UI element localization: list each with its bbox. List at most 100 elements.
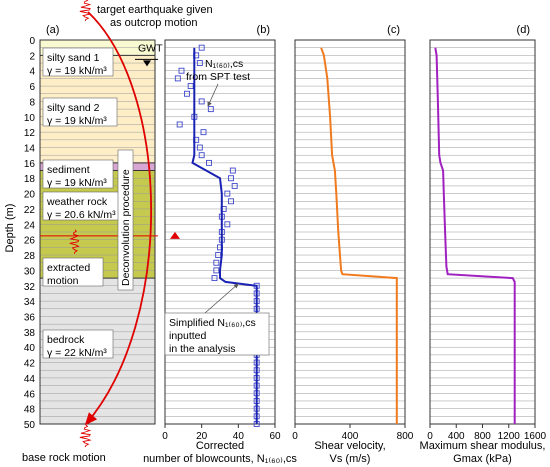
x-axis-label-line2: number of blowcounts, N₁₍₆₀₎,cs <box>143 453 297 465</box>
x-tick-label: 800 <box>397 431 414 442</box>
depth-tick-label: 28 <box>24 251 36 262</box>
depth-tick-label: 4 <box>29 67 35 78</box>
silty-sand-2-label-text: silty sand 2 <box>47 102 100 114</box>
x-axis-label-line2: Vs (m/s) <box>330 453 371 465</box>
depth-tick-label: 16 <box>24 159 36 170</box>
panel-a-label: (a) <box>46 24 59 36</box>
x-axis-label-line1: Maximum shear modulus, <box>420 440 546 452</box>
spt-label-pointer <box>207 83 219 107</box>
depth-tick-label: 36 <box>24 312 36 323</box>
spt-marker <box>224 190 231 197</box>
silty-sand-2-label-text: γ = 19 kN/m³ <box>47 115 107 127</box>
target-motion-seismogram <box>79 0 92 22</box>
spt-marker <box>211 275 218 282</box>
spt-marker <box>196 60 203 66</box>
spt-marker <box>198 152 205 159</box>
bedrock-label-text: γ = 22 kN/m³ <box>47 347 107 359</box>
extracted-motion-label-box <box>42 257 104 287</box>
simplified-label-line2: inputted <box>169 330 207 342</box>
base-motion-seismogram <box>79 424 92 448</box>
silty-sand-1-label-text: silty sand 1 <box>47 52 100 64</box>
extraction-marker <box>170 231 180 239</box>
x-tick-label: 800 <box>474 431 491 442</box>
x-tick-label: 0 <box>292 431 298 442</box>
depth-tick-label: 44 <box>24 374 36 385</box>
x-tick-label: 20 <box>196 431 208 442</box>
spt-marker <box>215 252 222 258</box>
x-tick-label: 40 <box>233 431 245 442</box>
simplified-label-line1: Simplified N₁₍₆₀₎,cs <box>169 317 256 329</box>
spt-marker <box>224 221 231 228</box>
x-axis-label-line1: Shear velocity, <box>314 440 385 452</box>
silty-sand-2-label-box <box>42 97 118 127</box>
spt-marker <box>228 175 234 182</box>
outcrop-motion-text: as outcrop motion <box>110 17 197 29</box>
depth-tick-label: 18 <box>24 174 36 185</box>
silty-sand-1-label-text: γ = 19 kN/m³ <box>47 65 107 77</box>
sediment-label-box <box>42 159 114 189</box>
x-axis-label-line1: Corrected <box>196 440 244 452</box>
spt-marker <box>198 44 205 51</box>
series-line <box>320 47 398 424</box>
deconvolution-text: Deconvolution procedure <box>120 169 132 286</box>
depth-tick-label: 42 <box>24 359 36 370</box>
panel-c-shear-velocity: 0 400 800 (c) Shear velocity,Vs (m/s) <box>292 24 414 465</box>
bedrock-label-box <box>42 329 114 359</box>
depth-tick-label: 46 <box>24 389 36 400</box>
x-tick-label: 1600 <box>524 431 547 442</box>
spt-marker <box>213 259 220 266</box>
spt-marker <box>198 98 205 105</box>
spt-label-line1: N₁₍₆₀₎,cs <box>205 58 243 70</box>
depth-tick-label: 22 <box>24 205 36 216</box>
depth-tick-label: 48 <box>24 405 36 416</box>
x-axis-label-line2: Gmax (kPa) <box>453 453 512 465</box>
extracted-motion-label-text: extracted <box>47 262 90 274</box>
x-tick-label: 400 <box>448 431 465 442</box>
gwt-label: GWT <box>138 42 163 54</box>
x-tick-label: 1200 <box>498 431 521 442</box>
depth-tick-label: 38 <box>24 328 36 339</box>
depth-axis-label: Depth (m) <box>4 204 16 253</box>
spt-marker <box>176 121 183 128</box>
sediment-label-text: sediment <box>47 164 90 176</box>
spt-marker <box>206 159 212 166</box>
depth-tick-label: 32 <box>24 282 36 293</box>
deconvolution-arrow <box>84 11 153 426</box>
spt-marker <box>213 267 220 274</box>
sediment-label-text: γ = 19 kN/m³ <box>47 177 107 189</box>
spt-marker <box>228 198 234 205</box>
series-line <box>191 47 258 424</box>
x-tick-label: 0 <box>162 431 168 442</box>
spt-marker <box>229 167 236 174</box>
extracted-motion-seismogram <box>69 229 80 254</box>
base-rock-motion-text: base rock motion <box>22 452 106 464</box>
spt-marker <box>196 144 203 151</box>
depth-tick-label: 14 <box>24 144 36 155</box>
deconvolution-box <box>117 149 134 291</box>
depth-tick-label: 0 <box>29 36 35 47</box>
spt-marker <box>184 90 190 97</box>
spt-marker <box>231 182 238 189</box>
depth-tick-label: 2 <box>29 51 35 62</box>
depth-tick-label: 20 <box>24 190 36 201</box>
simplified-label-box <box>164 312 270 356</box>
depth-tick-label: 26 <box>24 236 36 247</box>
depth-tick-label: 30 <box>24 266 36 277</box>
weather-rock-label-text: γ = 20.6 kN/m³ <box>47 209 116 221</box>
depth-tick-label: 8 <box>29 97 35 108</box>
spt-marker <box>187 83 194 90</box>
depth-tick-label: 34 <box>24 297 36 308</box>
weather-rock-label-text: weather rock <box>46 196 108 208</box>
depth-tick-label: 40 <box>24 343 36 354</box>
panel-label: (d) <box>517 24 530 36</box>
x-tick-label: 0 <box>427 431 433 442</box>
depth-tick-label: 12 <box>24 128 36 139</box>
spt-marker <box>178 67 185 74</box>
depth-tick-label: 24 <box>24 220 36 231</box>
series-line <box>434 47 516 424</box>
simplified-label-pointer <box>204 283 239 314</box>
panel-d-shear-modulus: 0 400 800 1200 1600 (d) Maximum shear modulus,… <box>420 24 547 465</box>
